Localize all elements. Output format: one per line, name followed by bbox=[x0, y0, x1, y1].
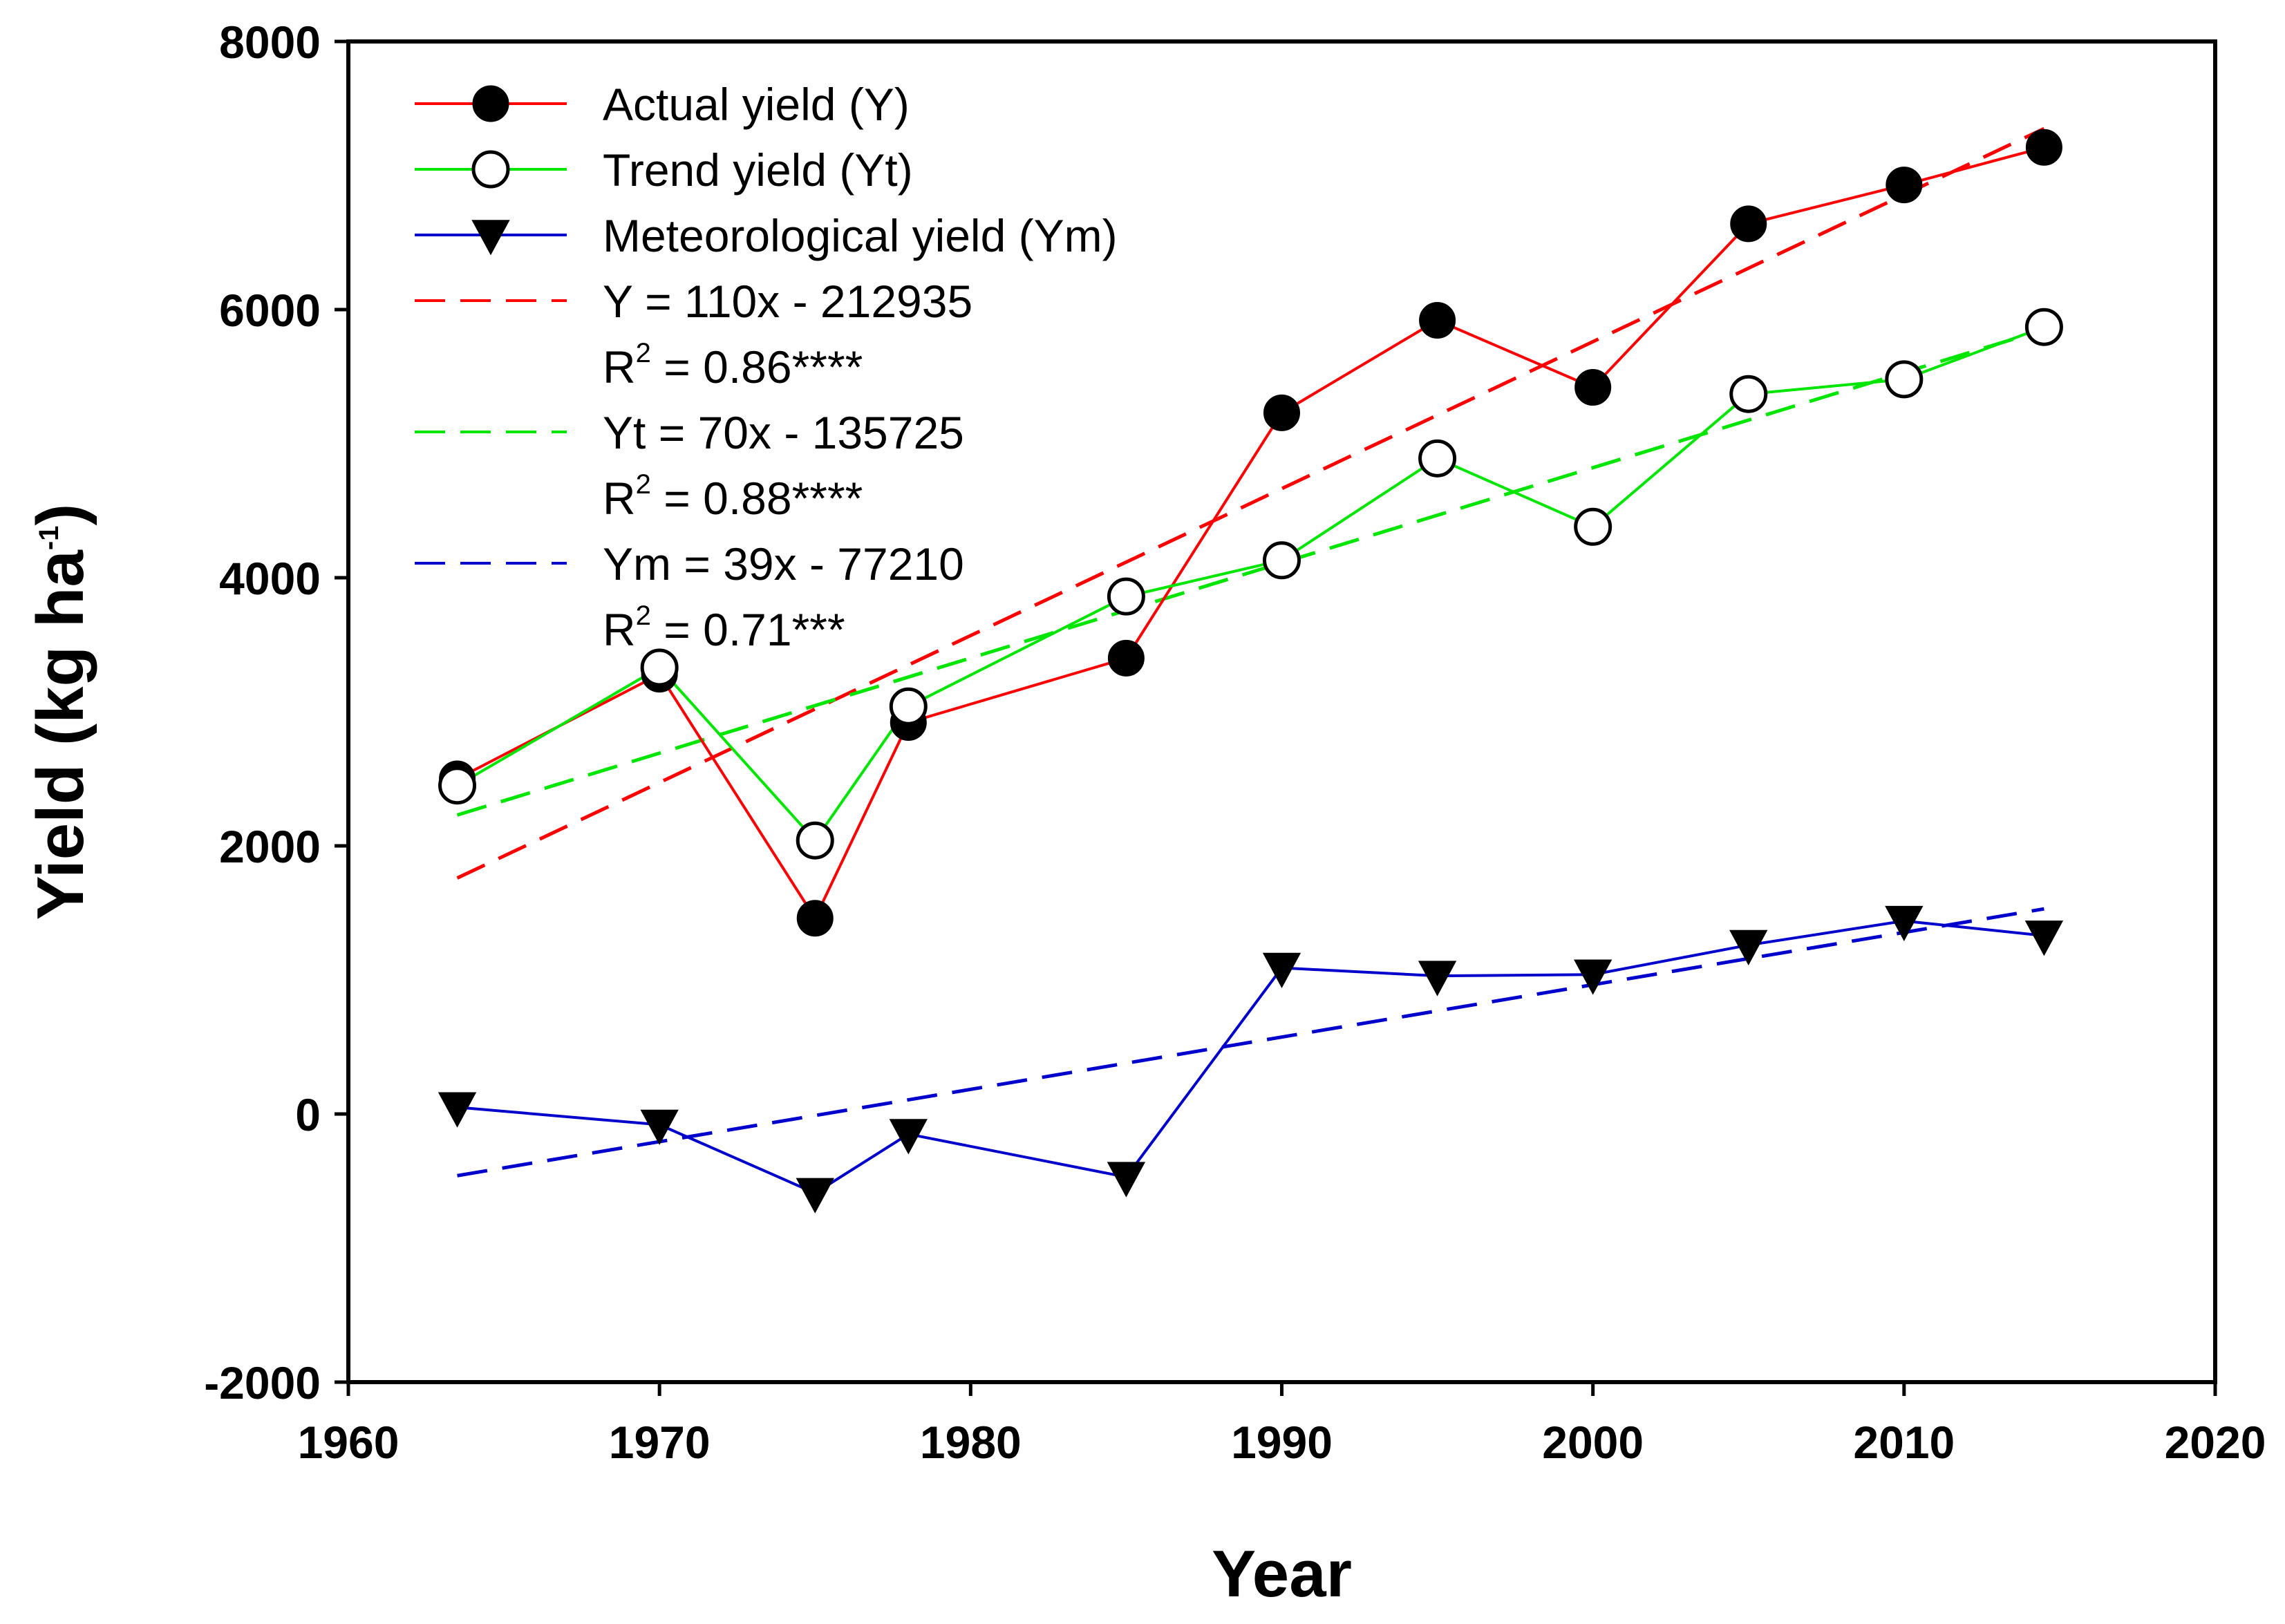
y-tick-label-4: 6000 bbox=[219, 285, 321, 336]
y-axis-title: Yield (kg ha-1) bbox=[23, 504, 97, 920]
series-1-point-7 bbox=[1574, 507, 1612, 546]
x-tick-label-2: 1980 bbox=[920, 1417, 1022, 1468]
legend-fit-r2-1: R2 = 0.88**** bbox=[603, 469, 863, 524]
y-axis-title-main: Yield (kg ha bbox=[23, 550, 97, 920]
y-tick-label-5: 8000 bbox=[219, 17, 321, 68]
y-axis-title-sup: -1 bbox=[34, 526, 64, 551]
series-2-point-7 bbox=[1573, 959, 1612, 995]
fit-line-1 bbox=[456, 328, 2045, 817]
series-2-point-3 bbox=[889, 1119, 928, 1155]
series-1-point-4 bbox=[1107, 577, 1145, 616]
series-0-point-8 bbox=[1730, 205, 1767, 243]
axes: 1960 1970 1980 1990 2000 2010 2020 -2000 0 2000 40… bbox=[204, 17, 2266, 1468]
series-1-point-10 bbox=[2024, 308, 2063, 346]
fit-line-2 bbox=[457, 907, 2044, 1178]
series-1-point-2 bbox=[796, 821, 834, 860]
series-0-point-10 bbox=[2025, 129, 2062, 166]
series-1-point-5 bbox=[1263, 541, 1301, 580]
x-tick-label-4: 2000 bbox=[1542, 1417, 1644, 1468]
x-tick-label-5: 2010 bbox=[1853, 1417, 1955, 1468]
series-1-point-8 bbox=[1729, 375, 1768, 413]
series-1-point-6 bbox=[1418, 439, 1457, 478]
y-tick-label-0: -2000 bbox=[204, 1357, 321, 1408]
series-2-point-2 bbox=[796, 1178, 834, 1214]
series-0-point-4 bbox=[1107, 639, 1145, 677]
series-2-point-1 bbox=[640, 1109, 679, 1145]
legend-label-2: Meteorological yield (Ym) bbox=[603, 210, 1118, 261]
legend-fit-r2-2: R2 = 0.71*** bbox=[603, 601, 845, 655]
legend-fit-label-1: Yt = 70x - 135725 bbox=[603, 407, 964, 458]
series-2-point-9 bbox=[1885, 905, 1924, 942]
legend-label-0: Actual yield (Y) bbox=[603, 79, 910, 130]
series-0-point-6 bbox=[1419, 302, 1456, 339]
x-tick-label-6: 2020 bbox=[2165, 1417, 2266, 1468]
series-2-point-8 bbox=[1729, 929, 1768, 965]
x-tick-label-0: 1960 bbox=[298, 1417, 399, 1468]
series-2-point-5 bbox=[1262, 952, 1301, 988]
series-1-point-1 bbox=[640, 648, 679, 687]
y-tick-label-2: 2000 bbox=[219, 821, 321, 872]
legend-fit-r2-0: R2 = 0.86**** bbox=[603, 338, 863, 393]
series-0-point-2 bbox=[796, 900, 834, 937]
y-tick-label-1: 0 bbox=[295, 1089, 321, 1140]
plot-area bbox=[438, 126, 2064, 1214]
legend-marker-2 bbox=[471, 220, 510, 256]
series-2-point-10 bbox=[2024, 920, 2064, 956]
legend-label-1: Trend yield (Yt) bbox=[603, 144, 913, 196]
series-0-point-5 bbox=[1263, 394, 1300, 431]
series-2-point-6 bbox=[1418, 961, 1457, 997]
series-1-point-3 bbox=[889, 687, 928, 726]
series-1-point-9 bbox=[1885, 360, 1924, 399]
legend-marker-0 bbox=[472, 85, 509, 122]
legend-fit-label-2: Ym = 39x - 77210 bbox=[603, 538, 964, 589]
x-tick-label-3: 1990 bbox=[1231, 1417, 1333, 1468]
x-tick-label-1: 1970 bbox=[609, 1417, 711, 1468]
series-2-point-4 bbox=[1107, 1162, 1146, 1198]
y-tick-label-3: 4000 bbox=[219, 553, 321, 604]
series-1-point-0 bbox=[438, 766, 477, 805]
series-0-point-9 bbox=[1886, 167, 1923, 204]
series-2-point-0 bbox=[438, 1092, 477, 1128]
series-0-point-7 bbox=[1574, 369, 1612, 406]
legend-marker-1 bbox=[471, 150, 510, 189]
legend-fit-label-0: Y = 110x - 212935 bbox=[603, 276, 972, 327]
legend: Actual yield (Y) Trend yield (Yt) Meteorol… bbox=[415, 79, 1118, 655]
y-axis-title-close: ) bbox=[23, 504, 97, 526]
x-axis-title: Year bbox=[1212, 1537, 1352, 1611]
fit-line-0 bbox=[456, 126, 2045, 880]
